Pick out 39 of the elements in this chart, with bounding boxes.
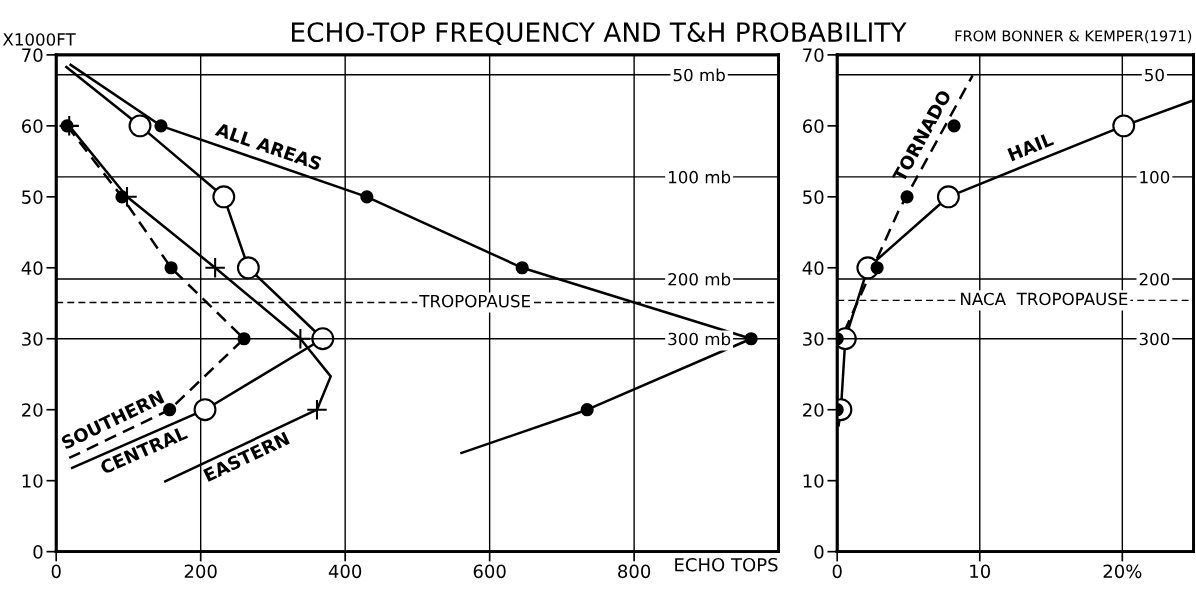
- x-tick-label: 800: [618, 564, 651, 579]
- chart-subtitle: FROM BONNER & KEMPER(1971): [955, 30, 1192, 44]
- text: HAIL: [1007, 132, 1055, 162]
- x-tick-label: 0: [832, 564, 842, 579]
- y-axis-title: X1000FT: [2, 33, 76, 46]
- y-tick-label: 40: [21, 261, 43, 275]
- x-tick-label: 10: [970, 564, 991, 579]
- x-axis-title: ECHO TOPS: [675, 557, 778, 572]
- y-tick-label: 60: [22, 119, 43, 133]
- y-tick-label: 0: [814, 545, 824, 559]
- y2-tick-label: 300: [1139, 332, 1170, 346]
- ref-line-label: TROPOPAUSE: [419, 294, 530, 308]
- x-tick-label: 200: [184, 564, 217, 579]
- y-tick-label: 60: [802, 119, 824, 133]
- y2-tick-label: 50: [1145, 68, 1164, 82]
- y2-tick-label: 50 mb: [673, 68, 725, 82]
- chart-title: ECHO-TOP FREQUENCY AND T&H PROBABILITY: [292, 22, 907, 46]
- y2-tick-label: 200 mb: [668, 272, 731, 286]
- y-tick-label: 10: [22, 474, 43, 488]
- y2-tick-label: 100: [1140, 170, 1170, 184]
- x-tick-label: 400: [328, 564, 362, 579]
- y-tick-label: 20: [803, 403, 824, 417]
- x-tick-label: 0: [51, 564, 61, 579]
- y2-tick-label: 300 mb: [668, 332, 731, 346]
- y-tick-label: 70: [22, 48, 43, 62]
- y-tick-label: 70: [803, 48, 824, 62]
- y-tick-label: 40: [802, 261, 824, 275]
- x-tick-label: 600: [473, 564, 506, 579]
- y-tick-label: 10: [803, 474, 824, 488]
- ref-line-label: NACA TROPOPAUSE: [961, 292, 1128, 306]
- y-tick-label: 0: [33, 545, 43, 559]
- y-tick-label: 30: [22, 332, 43, 346]
- x-tick-label: 20%: [1103, 564, 1142, 579]
- y-tick-label: 50: [803, 190, 824, 204]
- y-tick-label: 50: [22, 190, 43, 204]
- y-tick-label: 30: [803, 332, 824, 346]
- y-tick-label: 20: [22, 403, 43, 417]
- y2-tick-label: 200: [1139, 272, 1170, 286]
- y2-tick-label: 100 mb: [669, 170, 731, 184]
